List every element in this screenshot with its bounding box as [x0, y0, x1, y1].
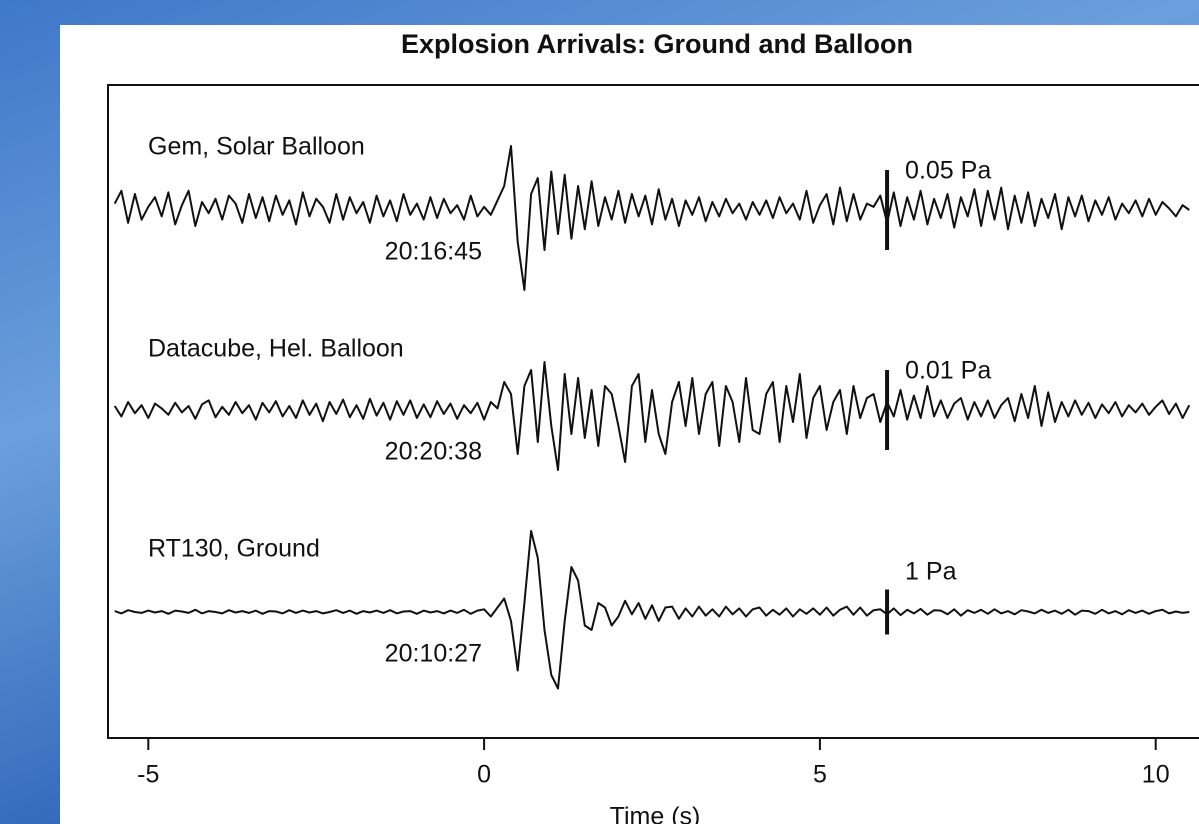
x-tick-label: -5 — [137, 761, 159, 789]
waveform — [113, 361, 1191, 471]
waveform — [114, 530, 1190, 690]
x-tick-label: 10 — [1142, 761, 1170, 789]
scale-bar-label: 1 Pa — [905, 558, 957, 586]
trace-name: Gem, Solar Balloon — [148, 133, 365, 161]
trace-name: RT130, Ground — [148, 535, 320, 563]
x-tick-label: 0 — [477, 761, 491, 789]
x-axis-label: Time (s) — [610, 803, 701, 824]
chart-title: Explosion Arrivals: Ground and Balloon — [401, 29, 913, 59]
plot-frame — [107, 84, 1199, 739]
scale-bar-label: 0.05 Pa — [905, 157, 991, 185]
start-time: 20:16:45 — [385, 238, 482, 266]
start-time: 20:10:27 — [385, 640, 482, 668]
x-tick-label: 5 — [813, 761, 827, 789]
scale-bar-label: 0.01 Pa — [905, 357, 991, 385]
waveform — [113, 145, 1190, 291]
start-time: 20:20:38 — [385, 438, 482, 466]
trace-name: Datacube, Hel. Balloon — [148, 335, 404, 363]
chart-panel — [60, 25, 1199, 824]
